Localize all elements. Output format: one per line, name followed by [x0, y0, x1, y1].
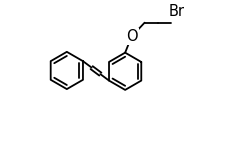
Text: O: O [125, 29, 137, 44]
Text: Br: Br [168, 4, 184, 19]
